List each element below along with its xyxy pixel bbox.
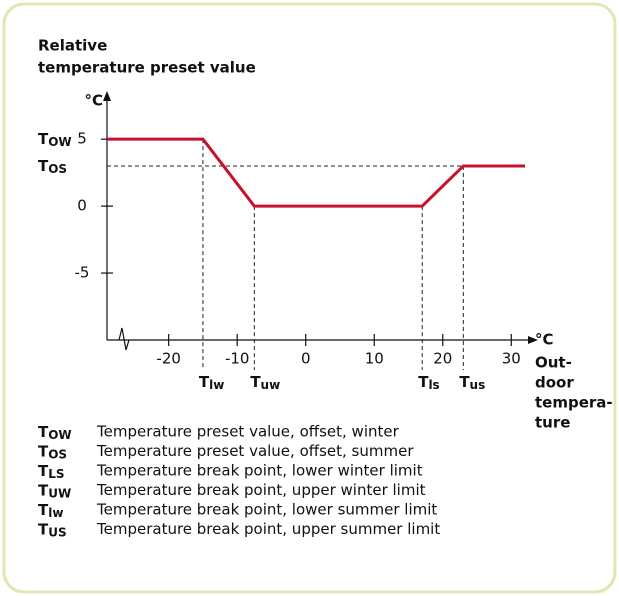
- symbol-letter: T: [199, 373, 210, 391]
- symbol-label: TOW: [38, 423, 72, 442]
- symbol-label: TUW: [38, 481, 71, 500]
- x-tick-label: 0: [301, 350, 311, 368]
- symbol-letter: T: [38, 156, 49, 174]
- symbol-label: Tlw: [199, 373, 224, 392]
- x-arrow: [528, 336, 538, 344]
- symbol-letter: T: [250, 373, 261, 391]
- x-tick-label: -10: [225, 350, 250, 368]
- symbol-sub: US: [48, 525, 66, 539]
- symbol-sub: UW: [48, 486, 71, 500]
- y-tick-label: 5: [77, 130, 87, 148]
- symbol-label: TLS: [38, 462, 65, 481]
- symbol-letter: T: [38, 481, 49, 499]
- legend-text: Temperature preset value, offset, winter: [96, 423, 400, 441]
- symbol-label: TOS: [38, 156, 67, 175]
- y-unit: °C: [84, 92, 103, 110]
- x-axis-label: ture: [535, 414, 570, 432]
- x-tick-label: 30: [502, 350, 521, 368]
- symbol-letter: T: [459, 373, 470, 391]
- legend-text: Temperature break point, lower summer li…: [96, 501, 437, 519]
- symbol-label: TOS: [38, 442, 67, 461]
- x-axis-label: tempera-: [535, 394, 613, 412]
- symbol-letter: T: [38, 130, 49, 148]
- symbol-letter: T: [38, 442, 49, 460]
- symbol-sub: uw: [261, 378, 281, 392]
- chart-title: temperature preset value: [38, 59, 256, 77]
- legend-text: Temperature break point, upper winter li…: [96, 481, 426, 499]
- symbol-label: Tus: [459, 373, 485, 392]
- data-line: [107, 137, 525, 208]
- symbol-letter: T: [38, 462, 49, 480]
- axis-break: [118, 327, 130, 351]
- symbol-letter: T: [38, 423, 49, 441]
- y-tick-label: -5: [75, 264, 90, 282]
- symbol-sub: ls: [428, 378, 439, 392]
- symbol-sub: LS: [48, 467, 64, 481]
- legend-text: Temperature break point, lower winter li…: [96, 462, 423, 480]
- symbol-letter: T: [38, 520, 49, 538]
- x-tick-label: 10: [365, 350, 384, 368]
- y-arrow: [103, 91, 111, 101]
- symbol-sub: lw: [209, 378, 224, 392]
- symbol-label: TOW: [38, 130, 72, 149]
- symbol-sub: us: [470, 378, 486, 392]
- chart-title: Relative: [38, 37, 107, 55]
- x-axis-label: door: [535, 374, 574, 392]
- symbol-sub: OS: [48, 161, 67, 175]
- symbol-letter: T: [38, 501, 49, 519]
- legend-text: Temperature preset value, offset, summer: [96, 442, 414, 460]
- legend-text: Temperature break point, upper summer li…: [96, 520, 440, 538]
- symbol-label: Tuw: [250, 373, 280, 392]
- x-unit: °C: [535, 331, 554, 349]
- symbol-letter: T: [418, 373, 429, 391]
- y-tick-label: 0: [77, 197, 87, 215]
- symbol-sub: OS: [48, 447, 67, 461]
- symbol-sub: lw: [48, 506, 63, 520]
- symbol-label: TUS: [38, 520, 67, 539]
- symbol-sub: OW: [48, 428, 71, 442]
- x-tick-label: 20: [433, 350, 452, 368]
- symbol-sub: OW: [48, 135, 71, 149]
- x-tick-label: -20: [156, 350, 181, 368]
- symbol-label: Tls: [418, 373, 440, 392]
- x-axis-label: Out-: [535, 354, 572, 372]
- symbol-label: Tlw: [38, 501, 63, 520]
